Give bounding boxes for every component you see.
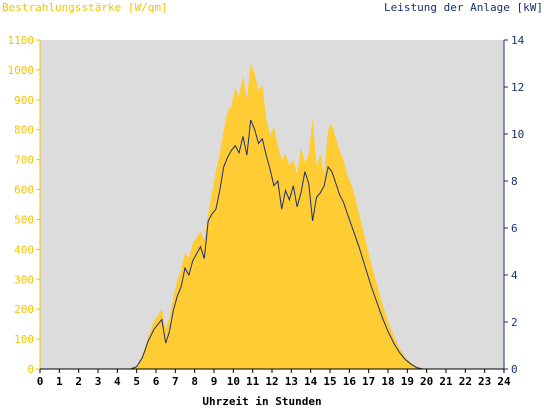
- x-tick-label: 9: [211, 375, 218, 388]
- x-axis-label: Uhrzeit in Stunden: [202, 395, 321, 408]
- x-tick-label: 23: [478, 375, 491, 388]
- x-tick-label: 1: [56, 375, 63, 388]
- y-left-tick-label: 300: [14, 273, 34, 286]
- y-left-tick-label: 800: [14, 124, 34, 137]
- y-left-tick-label: 500: [14, 213, 34, 226]
- x-tick-label: 6: [153, 375, 160, 388]
- irradiance-area: [40, 63, 504, 370]
- x-tick-label: 7: [172, 375, 179, 388]
- x-tick-label: 0: [37, 375, 44, 388]
- power-line: [40, 119, 504, 370]
- y-left-tick-label: 0: [27, 363, 34, 376]
- y-right-tick-label: 0: [511, 363, 518, 376]
- x-tick-label: 5: [133, 375, 140, 388]
- y-left-tick-label: 400: [14, 243, 34, 256]
- y-right-tick-label: 10: [511, 128, 524, 141]
- y-right-tick-label: 6: [511, 222, 518, 235]
- x-tick-label: 21: [439, 375, 453, 388]
- x-tick-label: 16: [343, 375, 357, 388]
- y-left-tick-label: 1100: [8, 34, 35, 47]
- x-tick-label: 24: [497, 375, 511, 388]
- x-tick-label: 18: [381, 375, 394, 388]
- x-tick-label: 14: [304, 375, 318, 388]
- y-right-tick-label: 12: [511, 81, 524, 94]
- x-tick-label: 3: [95, 375, 102, 388]
- y-left-axis-label: Bestrahlungsstärke [W/qm]: [2, 1, 168, 14]
- y-right-tick-label: 8: [511, 175, 518, 188]
- y-left-tick-label: 100: [14, 333, 34, 346]
- x-tick-label: 19: [401, 375, 414, 388]
- x-tick-label: 11: [246, 375, 260, 388]
- y-left-tick-label: 1000: [8, 64, 35, 77]
- y-right-axis-label: Leistung der Anlage [kW]: [384, 1, 543, 14]
- x-tick-label: 4: [114, 375, 121, 388]
- right-ticks: 0 2 4 6 8 10 12 14: [504, 34, 525, 376]
- y-right-tick-label: 14: [511, 34, 525, 47]
- x-tick-label: 15: [323, 375, 336, 388]
- y-right-tick-label: 4: [511, 269, 518, 282]
- y-left-tick-label: 200: [14, 303, 34, 316]
- x-ticks: 0 1 2 3 4 5 6 7 8 9 10 11 12 13 14 15 16 17 18 19 20 21 22 23 24: [37, 369, 511, 388]
- x-tick-label: 2: [75, 375, 82, 388]
- y-left-tick-label: 700: [14, 154, 34, 167]
- x-tick-label: 8: [191, 375, 198, 388]
- x-tick-label: 17: [362, 375, 375, 388]
- y-left-tick-label: 900: [14, 94, 34, 107]
- x-tick-label: 20: [420, 375, 433, 388]
- x-tick-label: 12: [265, 375, 278, 388]
- x-tick-label: 22: [459, 375, 472, 388]
- x-tick-label: 10: [227, 375, 240, 388]
- x-tick-label: 13: [285, 375, 298, 388]
- left-ticks: 0 100 200 300 400 500 600 700 800 900 1000 1100: [8, 34, 40, 376]
- y-right-tick-label: 2: [511, 316, 518, 329]
- y-left-tick-label: 600: [14, 184, 34, 197]
